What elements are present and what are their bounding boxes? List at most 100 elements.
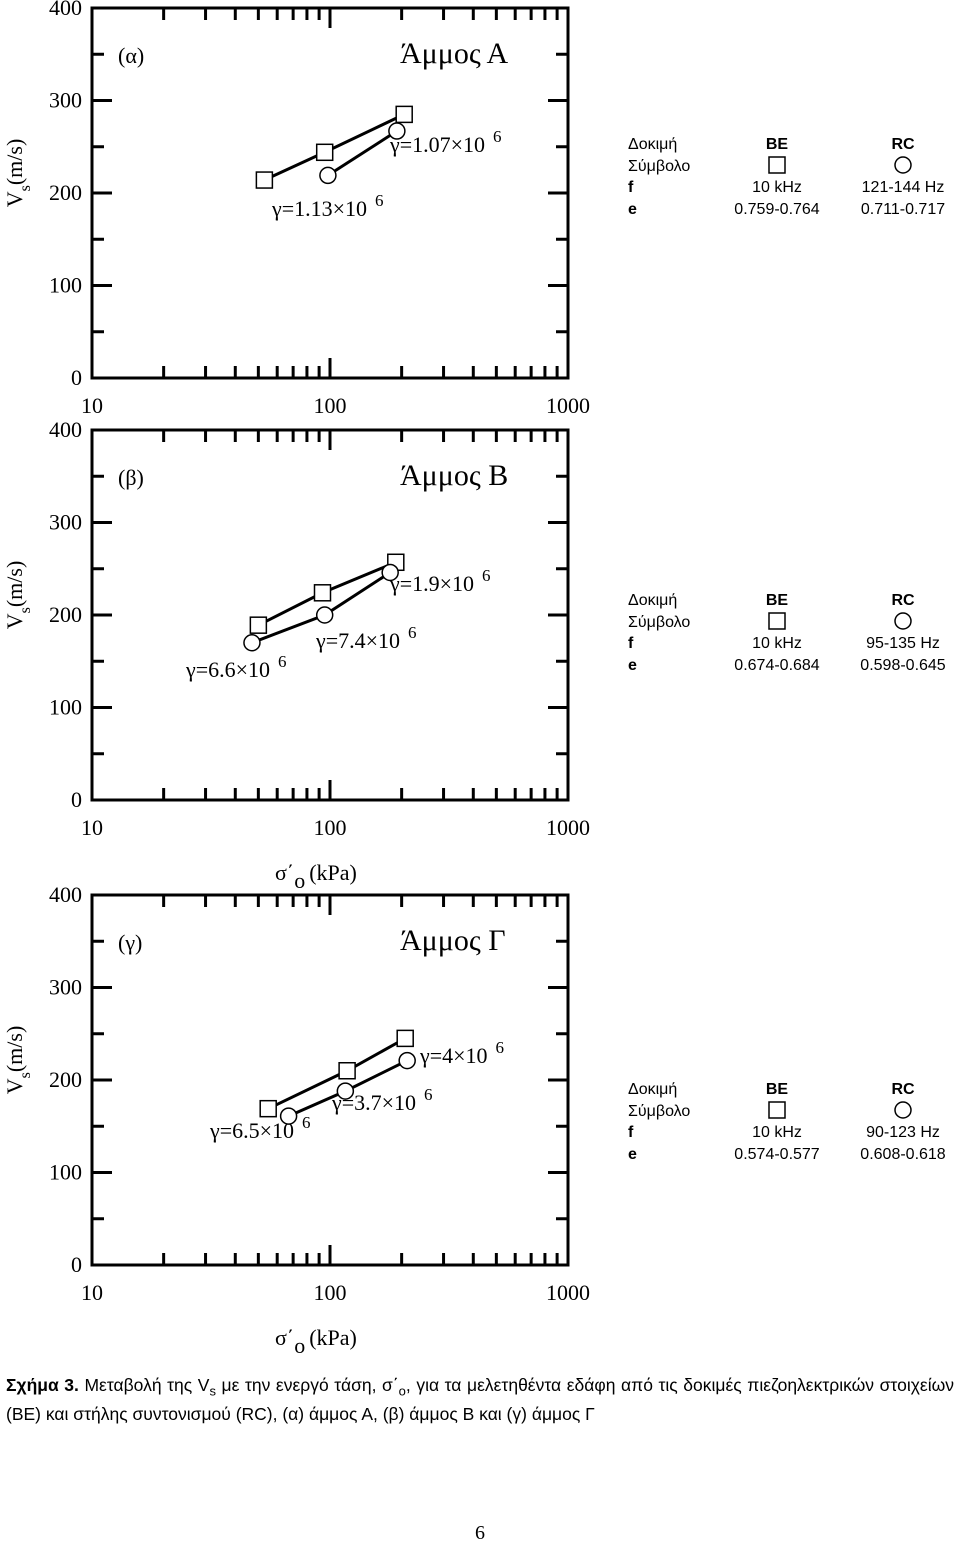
legend-cell: 0.711-0.717 — [861, 201, 945, 218]
y-tick-label: 300 — [49, 975, 82, 1000]
legend-series-name: RC — [891, 136, 915, 153]
y-label-sub: s — [17, 1072, 34, 1078]
y-label-symbol: V — [2, 1078, 27, 1094]
chart-title: Άμμος Α — [400, 37, 509, 70]
legend-square — [768, 156, 786, 174]
y-label-symbol: V — [2, 191, 27, 207]
legend-circle — [894, 156, 912, 174]
rc-marker — [381, 563, 399, 582]
rc-marker — [279, 1107, 298, 1125]
legend-symbol-label: Σύμβολο — [628, 1103, 690, 1120]
legend-cell: f — [628, 179, 634, 196]
legend-header: Δοκιμή — [628, 136, 677, 153]
legend-circle — [894, 612, 912, 630]
panel-label: (α) — [118, 43, 144, 68]
rc-marker — [388, 122, 406, 140]
annotation: γ=7.4×10 — [315, 628, 400, 653]
y-axis-label: Vs(m/s) — [2, 561, 34, 630]
x-label-sub: o — [294, 1333, 305, 1358]
x-tick-label: 100 — [314, 393, 347, 418]
x-tick-label: 1000 — [546, 1280, 590, 1305]
legend-square — [768, 612, 786, 630]
rc-marker — [398, 1051, 416, 1070]
rc-marker — [319, 166, 337, 185]
y-tick-label: 0 — [71, 1252, 82, 1277]
legend-cell: 0.674-0.684 — [734, 657, 820, 674]
annotation: γ=6.6×10 — [185, 657, 270, 682]
be-marker — [315, 143, 334, 162]
caption: Σχήμα 3. Μεταβολή της Vs με την ενεργό τ… — [6, 1374, 954, 1426]
x-tick-label: 1000 — [546, 393, 590, 418]
legend-series-name: BE — [766, 1081, 789, 1098]
x-label-symbol: σ΄ — [275, 1325, 294, 1350]
chart-title: Άμμος Β — [400, 459, 508, 492]
x-label-sub: o — [294, 868, 305, 893]
be-marker — [249, 616, 268, 634]
legend-series-name: BE — [766, 592, 789, 609]
y-axis-label: Vs(m/s) — [2, 139, 34, 208]
legend-cell: 0.759-0.764 — [734, 201, 820, 218]
x-tick-label: 100 — [314, 815, 347, 840]
legend-header: Δοκιμή — [628, 592, 677, 609]
y-tick-label: 400 — [49, 417, 82, 442]
x-tick-label: 10 — [81, 815, 103, 840]
be-marker — [255, 171, 274, 189]
be-marker — [338, 1062, 356, 1080]
legend-cell: 95-135 Hz — [866, 635, 940, 652]
legend-series-name: BE — [766, 136, 789, 153]
y-tick-label: 200 — [49, 180, 82, 205]
y-label-unit: (m/s) — [2, 1026, 27, 1072]
x-label-unit: (kPa) — [309, 1325, 357, 1350]
be-marker — [313, 584, 332, 602]
y-tick-label: 400 — [49, 0, 82, 20]
legend-cell: 10 kHz — [752, 635, 802, 652]
annotation-exponent: 6 — [482, 566, 491, 585]
be-marker — [395, 105, 413, 124]
legend-cell: f — [628, 1124, 634, 1141]
legend-cell: e — [628, 201, 637, 218]
legend-cell: f — [628, 635, 634, 652]
legend-header: Δοκιμή — [628, 1081, 677, 1098]
y-tick-label: 400 — [49, 882, 82, 907]
x-tick-label: 10 — [81, 393, 103, 418]
annotation: γ=3.7×10 — [331, 1090, 416, 1115]
legend-cell: 10 kHz — [752, 179, 802, 196]
y-tick-label: 0 — [71, 365, 82, 390]
legend-cell: 0.608-0.618 — [860, 1146, 946, 1163]
panel-label: (β) — [118, 465, 144, 490]
y-tick-label: 100 — [49, 695, 82, 720]
legend-cell: e — [628, 1146, 637, 1163]
annotation: γ=1.13×10 — [271, 196, 367, 221]
y-tick-label: 100 — [49, 1160, 82, 1185]
legend-cell: 0.574-0.577 — [734, 1146, 820, 1163]
x-tick-label: 100 — [314, 1280, 347, 1305]
fit-line — [327, 129, 398, 177]
rc-marker — [243, 634, 261, 652]
annotation-exponent: 6 — [302, 1113, 311, 1132]
x-axis-label: σ΄o (kPa) — [275, 1325, 357, 1358]
annotation: γ=1.9×10 — [389, 571, 474, 596]
page-number: 6 — [475, 1522, 485, 1544]
be-marker — [259, 1099, 277, 1118]
caption-subscript: s — [209, 1383, 216, 1399]
legend-cell: 121-144 Hz — [862, 179, 945, 196]
annotation-exponent: 6 — [278, 652, 287, 671]
y-label-unit: (m/s) — [2, 139, 27, 185]
legend-series-name: RC — [891, 592, 915, 609]
y-tick-label: 300 — [49, 510, 82, 535]
chart-title: Άμμος Γ — [400, 924, 506, 957]
y-tick-label: 200 — [49, 602, 82, 627]
annotation: γ=6.5×10 — [209, 1118, 294, 1143]
y-axis-label: Vs(m/s) — [2, 1026, 34, 1095]
legend-symbol-label: Σύμβολο — [628, 158, 690, 175]
y-tick-label: 300 — [49, 88, 82, 113]
y-label-sub: s — [17, 607, 34, 613]
x-tick-label: 10 — [81, 1280, 103, 1305]
rc-marker — [315, 606, 334, 624]
annotation-exponent: 6 — [424, 1085, 433, 1104]
annotation: γ=1.07×10 — [389, 132, 485, 157]
y-label-unit: (m/s) — [2, 561, 27, 607]
x-label-symbol: σ΄ — [275, 860, 294, 885]
